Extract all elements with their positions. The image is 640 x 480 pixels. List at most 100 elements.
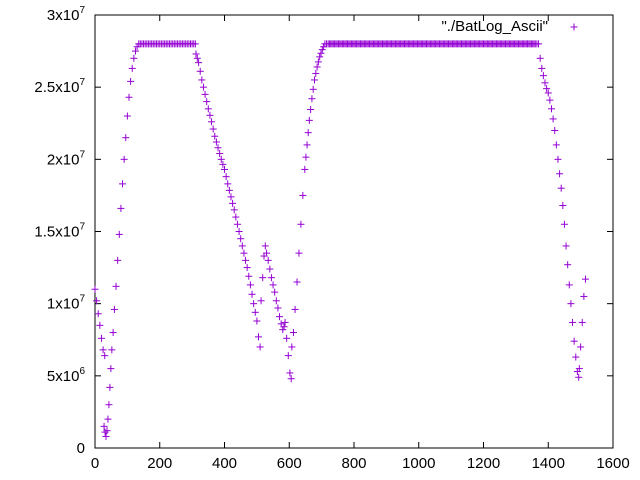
- data-point: [109, 329, 117, 337]
- data-point: [206, 111, 214, 119]
- data-point: [536, 54, 544, 62]
- y-tick-label: 2x107: [47, 149, 86, 168]
- data-point: [196, 67, 204, 75]
- data-point: [195, 59, 203, 67]
- data-point: [307, 106, 315, 114]
- data-point: [214, 144, 222, 152]
- data-point: [104, 415, 112, 423]
- data-point: [256, 343, 264, 351]
- data-point: [556, 170, 564, 178]
- plot-frame: [94, 14, 614, 449]
- data-point: [93, 297, 101, 305]
- x-tick-label: 0: [91, 455, 99, 472]
- data-point: [227, 193, 235, 201]
- data-point: [199, 83, 207, 91]
- legend-label: "./BatLog_Ascii": [441, 18, 548, 35]
- data-point: [543, 85, 551, 93]
- data-point: [246, 281, 254, 289]
- data-point: [562, 242, 570, 250]
- data-point: [254, 333, 262, 341]
- data-point: [289, 329, 297, 337]
- y-tick-label: 1.5x107: [34, 222, 85, 241]
- data-point: [564, 261, 572, 269]
- data-point: [263, 249, 271, 257]
- data-point: [221, 165, 228, 173]
- data-point: [245, 272, 253, 280]
- data-point: [232, 213, 240, 221]
- data-point: [216, 150, 224, 158]
- data-point: [316, 53, 324, 61]
- data-point: [313, 63, 321, 71]
- data-point: [301, 165, 309, 173]
- data-point: [100, 422, 108, 430]
- data-point: [240, 249, 248, 257]
- data-point: [581, 275, 589, 283]
- data-point: [293, 278, 301, 286]
- data-point: [567, 300, 575, 308]
- data-point: [575, 373, 583, 381]
- x-tick-label: 200: [147, 455, 172, 472]
- data-point: [575, 365, 583, 373]
- data-point: [192, 50, 200, 58]
- data-point: [225, 186, 233, 194]
- data-point: [314, 58, 322, 66]
- data-point: [318, 46, 326, 54]
- data-point: [230, 206, 238, 214]
- data-point: [264, 256, 272, 264]
- data-point: [304, 129, 312, 137]
- data-point: [110, 305, 118, 313]
- data-point: [547, 105, 555, 113]
- data-point: [108, 346, 116, 354]
- data-point: [128, 64, 136, 72]
- data-point: [557, 184, 565, 192]
- data-point: [559, 202, 567, 210]
- data-point: [96, 321, 104, 329]
- data-point: [257, 297, 265, 305]
- x-tick-label: 1600: [596, 455, 629, 472]
- data-point: [243, 264, 251, 272]
- data-point: [570, 337, 578, 345]
- y-tick-label: 0: [77, 440, 85, 457]
- data-point: [191, 40, 199, 48]
- data-point: [569, 318, 577, 326]
- data-point: [274, 304, 282, 312]
- data-point: [309, 85, 317, 93]
- data-point: [224, 180, 232, 188]
- data-point: [317, 49, 325, 57]
- data-point: [112, 282, 120, 290]
- data-point: [212, 138, 220, 146]
- data-point: [131, 47, 139, 55]
- data-point: [208, 118, 216, 126]
- data-point: [248, 290, 256, 298]
- data-point: [284, 352, 292, 360]
- data-point: [297, 220, 305, 228]
- data-point: [288, 343, 296, 351]
- data-point: [276, 313, 284, 321]
- data-point: [233, 220, 241, 228]
- x-tick-label: 600: [277, 455, 302, 472]
- data-point: [97, 334, 105, 342]
- data-point: [544, 89, 552, 97]
- data-point: [303, 141, 311, 149]
- data-point: [193, 54, 201, 62]
- data-point: [105, 401, 113, 409]
- legend-plus-icon: [570, 23, 578, 31]
- data-point: [287, 375, 295, 383]
- data-point: [295, 249, 303, 257]
- legend-marker: [570, 23, 578, 31]
- data-point: [554, 155, 562, 163]
- data-point: [209, 125, 217, 133]
- data-point: [577, 343, 585, 351]
- data-point: [107, 365, 115, 373]
- data-point: [99, 346, 107, 354]
- data-point: [302, 153, 310, 161]
- data-point: [133, 43, 141, 51]
- data-point: [101, 352, 109, 360]
- data-point: [103, 427, 111, 435]
- data-point: [259, 274, 267, 282]
- x-tick-label: 400: [212, 455, 237, 472]
- data-point: [580, 292, 588, 300]
- data-point: [299, 191, 307, 199]
- data-point: [101, 428, 109, 436]
